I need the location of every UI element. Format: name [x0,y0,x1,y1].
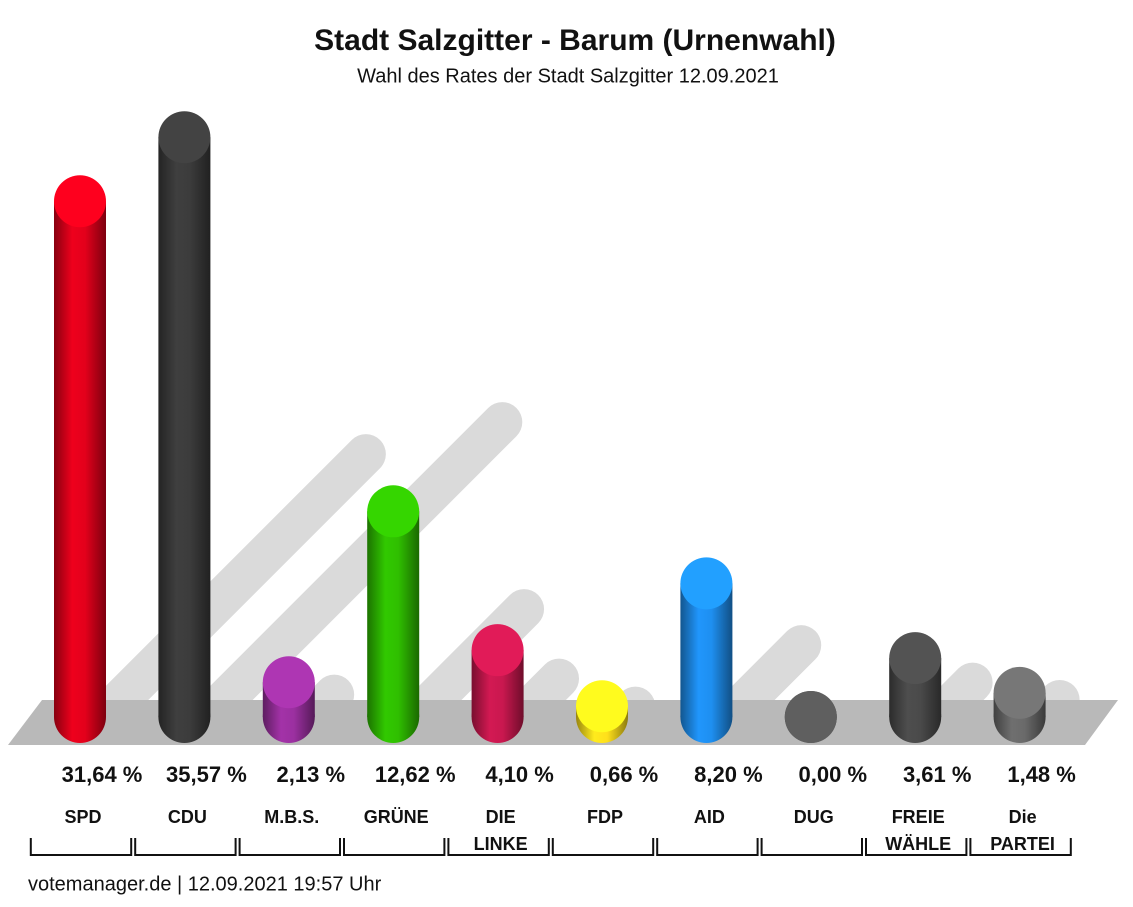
category-bracket [29,838,133,856]
bar-cap [471,624,524,677]
bar-cap [993,666,1046,719]
value-label: 12,62 % [375,762,456,787]
bar-cap [54,175,106,228]
chart-subtitle: Wahl des Rates der Stadt Salzgitter 12.0… [357,65,779,87]
bar-cap [889,632,942,685]
bar-cap [680,557,733,610]
bar [680,557,733,743]
value-label: 0,00 % [799,762,868,787]
category-bracket [447,838,550,856]
category-bracket [760,838,863,856]
x-tick-label: GRÜNE [364,807,429,827]
bar [576,680,628,743]
category-bracket [343,838,446,856]
value-label: 4,10 % [485,762,554,787]
bar [889,632,942,743]
x-tick-label: FREIE WÄHLE [885,807,951,854]
bar-cap [158,111,211,164]
value-label: 8,20 % [694,762,763,787]
bar-cap [262,656,315,709]
bar [54,175,106,743]
x-tick-label: AID [694,807,725,827]
bar [784,691,837,743]
x-tick-label: DIE LINKE [474,807,528,854]
value-label: 35,57 % [166,762,247,787]
bar-shadow [192,402,523,732]
bar [367,485,420,743]
bar [471,624,524,743]
bar-cap [784,691,837,743]
x-tick-label: FDP [587,807,623,827]
category-bracket [238,838,341,856]
x-tick-label: M.B.S. [264,807,319,827]
bar-body [367,511,420,717]
category-bracket [134,838,237,856]
value-label: 1,48 % [1007,762,1076,787]
value-label: 2,13 % [277,762,346,787]
value-label: 0,66 % [590,762,659,787]
bar-cap [576,680,628,733]
category-bracket [865,838,968,856]
x-tick-label: DUG [794,807,834,827]
footer: votemanager.de | 12.09.2021 19:57 Uhr [28,873,382,895]
category-bracket [969,838,1072,856]
chart-title: Stadt Salzgitter - Barum (Urnenwahl) [314,24,836,57]
value-label: 3,61 % [903,762,972,787]
bar-cap [367,485,420,538]
bar-body [158,137,211,718]
bar [262,656,315,743]
bar [158,111,211,743]
x-tick-label: SPD [64,807,101,827]
bar [993,666,1046,743]
category-bracket [551,838,655,856]
value-label: 31,64 % [62,762,143,787]
category-bracket [656,838,759,856]
bar-shadow [88,434,386,732]
x-tick-label: CDU [168,807,207,827]
x-tick-label: Die PARTEI [990,807,1055,854]
bar-body [54,201,106,717]
